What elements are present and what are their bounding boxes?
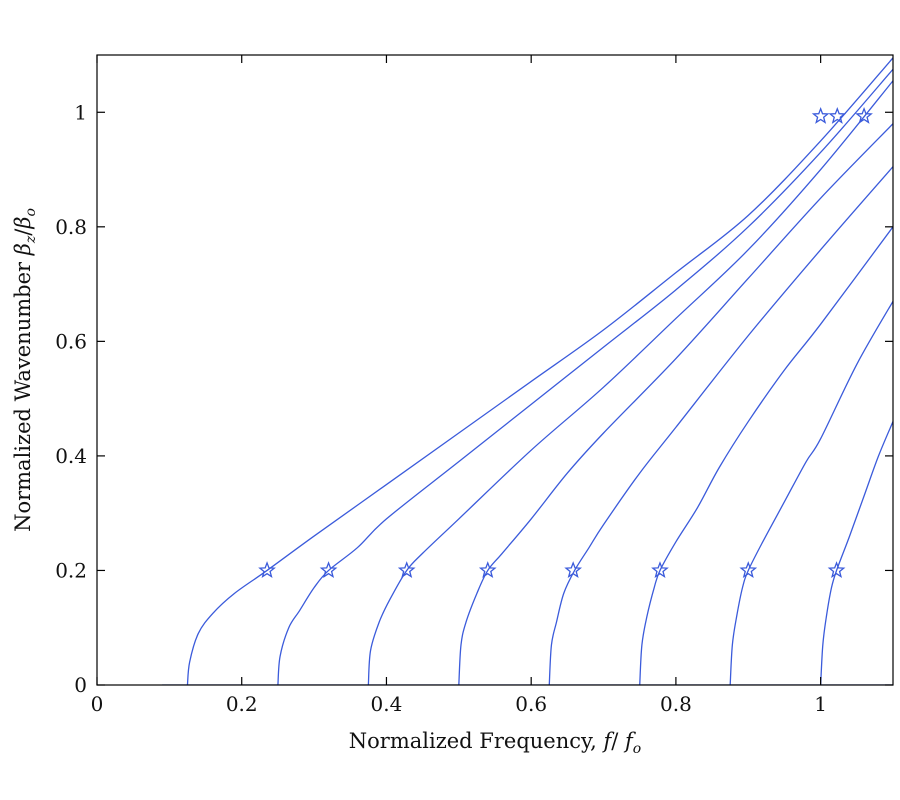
mode-curve-4 bbox=[458, 123, 893, 685]
star-marker-2 bbox=[319, 561, 338, 578]
star-marker-10 bbox=[828, 106, 847, 124]
mode-curve-8 bbox=[819, 421, 893, 685]
x-axis-label-slash: / bbox=[611, 729, 619, 753]
y-tick-label: 0.4 bbox=[55, 444, 87, 468]
x-tick-label: 0.4 bbox=[371, 692, 403, 716]
y-tick-label: 1 bbox=[74, 100, 87, 124]
x-axis-label: Normalized Frequency, f/ fo bbox=[349, 729, 641, 757]
star-marker-6 bbox=[651, 561, 669, 578]
mode-curve-6 bbox=[639, 226, 893, 685]
mode-curve-7 bbox=[729, 300, 893, 685]
mode-curve-1 bbox=[186, 57, 893, 685]
x-tick-label: 0.2 bbox=[226, 692, 258, 716]
y-axis-label-beta-z: β bbox=[11, 243, 35, 256]
y-tick-label: 0.2 bbox=[55, 558, 87, 582]
y-axis-label-beta-o-sub: o bbox=[23, 208, 39, 216]
y-tick-label: 0 bbox=[74, 673, 87, 697]
x-tick-label: 0.6 bbox=[515, 692, 547, 716]
star-marker-3 bbox=[397, 561, 416, 578]
star-marker-8 bbox=[827, 561, 846, 578]
x-axis-label-f: f bbox=[601, 729, 614, 753]
y-axis-label-slash: / bbox=[11, 228, 35, 236]
star-marker-5 bbox=[564, 561, 583, 578]
plot-area bbox=[162, 57, 893, 685]
mode-curve-2 bbox=[277, 68, 893, 685]
star-marker-1 bbox=[258, 561, 276, 578]
y-axis-label: Normalized Wavenumber βz/βo bbox=[11, 208, 39, 532]
star-marker-11 bbox=[855, 106, 873, 124]
y-axis-label-beta-o: β bbox=[11, 217, 35, 230]
star-marker-7 bbox=[739, 561, 758, 578]
star-marker-4 bbox=[478, 561, 497, 578]
mode-curve-3 bbox=[367, 80, 893, 685]
y-tick-label: 0.8 bbox=[55, 215, 87, 239]
x-axis-label-fo: f bbox=[623, 729, 636, 753]
y-tick-label: 0.6 bbox=[55, 329, 87, 353]
x-axis-label-fo-sub: o bbox=[633, 741, 641, 757]
axis-ticks: 0 0.2 0.4 0.6 0.8 1 0 0.2 0.4 0.6 0.8 1 bbox=[55, 55, 893, 716]
x-axis-label-prefix: Normalized Frequency, bbox=[349, 729, 597, 753]
axes-frame bbox=[96, 54, 894, 686]
y-axis-label-prefix: Normalized Wavenumber bbox=[11, 261, 35, 532]
x-tick-label: 1 bbox=[814, 692, 827, 716]
x-tick-label: 0 bbox=[91, 692, 104, 716]
x-tick-label: 0.8 bbox=[660, 692, 692, 716]
star-marker-9 bbox=[811, 106, 830, 124]
mode-curve-5 bbox=[548, 166, 893, 685]
y-axis-label-beta-z-sub: z bbox=[23, 235, 39, 244]
